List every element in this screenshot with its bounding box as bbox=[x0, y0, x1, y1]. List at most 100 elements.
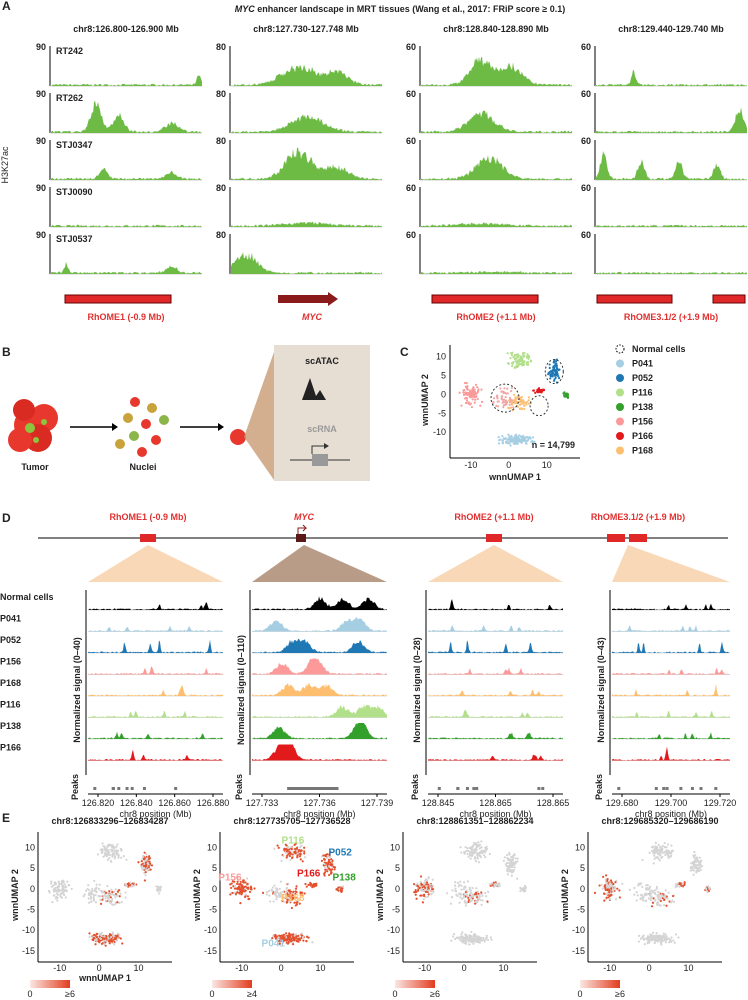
cell-point bbox=[465, 399, 469, 402]
cell-point bbox=[480, 388, 483, 391]
cell-point bbox=[500, 397, 503, 400]
cell-point bbox=[651, 901, 655, 904]
cell-point bbox=[110, 938, 113, 941]
cell-point bbox=[524, 401, 527, 405]
cell-point bbox=[63, 893, 66, 897]
panel-label: D bbox=[2, 511, 11, 525]
cell-point bbox=[555, 366, 558, 369]
cell-point bbox=[661, 847, 664, 850]
cell-point bbox=[108, 893, 111, 896]
cell-point bbox=[82, 895, 85, 898]
y-tick-label: -10 bbox=[572, 925, 585, 935]
cell-point bbox=[628, 888, 631, 891]
region-header: chr8:128.840-128.890 Mb bbox=[443, 24, 549, 34]
step-label: Nuclei bbox=[129, 462, 156, 472]
y-tick-label: 5 bbox=[212, 863, 217, 873]
cell-point bbox=[475, 395, 478, 398]
cell-point bbox=[509, 858, 513, 861]
cell-point bbox=[676, 882, 679, 885]
cell-point bbox=[107, 897, 110, 900]
cell-point bbox=[478, 847, 481, 850]
cell-point bbox=[272, 935, 275, 938]
cell-point bbox=[484, 891, 487, 895]
cell-point bbox=[301, 935, 305, 939]
cell-point bbox=[325, 861, 328, 865]
cell-point bbox=[502, 859, 505, 862]
cell-point bbox=[464, 895, 467, 898]
cell-point bbox=[330, 858, 333, 861]
cell-point bbox=[553, 367, 556, 370]
cell-point bbox=[423, 886, 427, 889]
cell-point bbox=[100, 942, 103, 945]
cell-point bbox=[106, 848, 109, 852]
cell-point bbox=[243, 890, 246, 893]
cell-point bbox=[478, 854, 481, 857]
cell-point bbox=[658, 891, 661, 894]
cell-point bbox=[96, 853, 100, 856]
cell-point bbox=[141, 862, 144, 865]
cell-point bbox=[465, 849, 468, 852]
cell-point bbox=[99, 889, 102, 892]
cell-point bbox=[285, 852, 289, 855]
cell-point bbox=[293, 934, 296, 937]
cell-point bbox=[459, 880, 462, 883]
cell-point bbox=[600, 883, 603, 886]
cell-point bbox=[104, 853, 108, 856]
cell-point bbox=[114, 902, 117, 905]
cell-point bbox=[648, 886, 651, 889]
cell-point bbox=[502, 404, 506, 407]
cell-point bbox=[275, 935, 278, 938]
cell-point bbox=[302, 939, 305, 942]
cell-point bbox=[659, 897, 662, 900]
gene: MYC bbox=[235, 4, 256, 14]
cell-point bbox=[303, 852, 306, 855]
cell-point bbox=[644, 887, 648, 890]
cell-point bbox=[276, 890, 279, 894]
cell-point bbox=[458, 901, 461, 904]
signal-track bbox=[252, 682, 387, 696]
cell-point bbox=[294, 850, 297, 853]
x-tick-label: 128.845 bbox=[422, 798, 455, 808]
cell-point bbox=[513, 357, 517, 360]
x-tick-label: 0 bbox=[97, 963, 102, 973]
signal-track bbox=[88, 639, 223, 653]
y-axis-label: wnnUMAP 2 bbox=[560, 869, 570, 922]
cell-point bbox=[430, 892, 433, 895]
cell-point bbox=[427, 886, 430, 889]
cell-point bbox=[133, 883, 137, 886]
cell-point bbox=[504, 395, 507, 399]
cell-point bbox=[526, 354, 529, 358]
sample-label: P116 bbox=[0, 700, 21, 710]
cell-point bbox=[298, 852, 302, 856]
cell-point bbox=[423, 894, 426, 898]
cell-point bbox=[280, 934, 284, 937]
cell-point bbox=[612, 885, 615, 888]
cell-point bbox=[506, 352, 509, 355]
cell-point bbox=[695, 856, 698, 859]
zoom-wedge bbox=[428, 545, 563, 582]
x-tick-label: -10 bbox=[53, 963, 66, 973]
cell-point bbox=[144, 870, 147, 874]
cell-point bbox=[117, 854, 120, 857]
cell-point bbox=[638, 934, 641, 937]
cell-point bbox=[92, 896, 95, 899]
cell-point bbox=[337, 889, 340, 892]
cell-point bbox=[273, 893, 276, 896]
cell-point bbox=[454, 881, 457, 884]
cell-point bbox=[555, 362, 558, 366]
legend-swatch bbox=[616, 359, 624, 368]
cell-point bbox=[324, 854, 327, 858]
cell-point bbox=[144, 874, 147, 877]
cell-point bbox=[286, 896, 289, 899]
gene-arrow bbox=[278, 292, 338, 306]
cell-point bbox=[103, 935, 106, 938]
element-box bbox=[486, 534, 502, 542]
cell-point bbox=[422, 898, 425, 901]
cell-point bbox=[671, 894, 675, 898]
y-tick-label: 5 bbox=[580, 863, 585, 873]
cell-point bbox=[554, 376, 557, 380]
y-axis-label: Normalized signal (0–43) bbox=[596, 637, 606, 743]
peaks-label: Peaks bbox=[410, 774, 420, 800]
cell-point bbox=[612, 890, 615, 893]
cell-point bbox=[478, 895, 481, 899]
